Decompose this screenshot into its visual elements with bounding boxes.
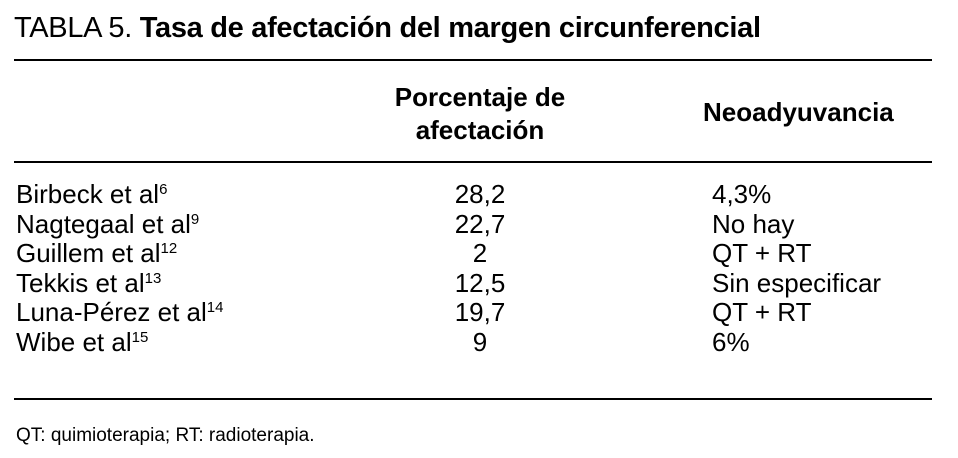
study-cell: Tekkis et al13: [16, 267, 162, 298]
percent-cell: 2: [472, 238, 488, 268]
study-name: Birbeck et al: [16, 179, 160, 209]
reference: 9: [190, 210, 200, 228]
column-header: Porcentaje de afectación: [394, 82, 566, 145]
top-rule: [14, 59, 932, 61]
neoadjuvant-cell: QT + RT: [712, 297, 812, 327]
study-name: Luna-Pérez et al: [16, 297, 207, 327]
reference: 15: [131, 328, 149, 346]
column-header: Neoadyuvancia: [703, 97, 894, 127]
header-rule: [14, 161, 932, 163]
footnote: QT: quimioterapia; RT: radioterapia.: [16, 425, 315, 446]
study-name: Tekkis et al: [16, 267, 145, 298]
study-cell: Luna-Pérez et al14: [16, 298, 223, 327]
table-title-text: Tasa de afectación del margen circunfere…: [139, 12, 761, 44]
study-cell: Guillem et al12: [16, 239, 177, 268]
percent-cell: 19,7: [454, 297, 506, 327]
reference: 14: [206, 299, 224, 316]
percent-cell: 12,5: [454, 267, 506, 298]
table-title: TABLA 5. Tasa de afectación del margen c…: [14, 12, 761, 45]
reference: 12: [160, 240, 178, 257]
neoadjuvant-cell: 6%: [712, 326, 750, 357]
percent-cell: 28,2: [454, 179, 506, 209]
percent-cell: 22,7: [454, 208, 506, 239]
percent-cell: 9: [472, 326, 488, 357]
neoadjuvant-cell: No hay: [712, 208, 795, 239]
study-name: Nagtegaal et al: [16, 208, 191, 239]
study-name: Wibe et al: [16, 326, 132, 357]
reference: 6: [159, 181, 168, 198]
reference: 13: [144, 269, 162, 287]
study-name: Guillem et al: [16, 238, 161, 268]
bottom-rule: [14, 398, 932, 400]
study-cell: Wibe et al15: [16, 326, 149, 357]
study-cell: Birbeck et al6: [16, 180, 167, 209]
neoadjuvant-cell: Sin especificar: [712, 267, 882, 298]
table-label: TABLA 5.: [14, 12, 132, 44]
study-cell: Nagtegaal et al9: [16, 208, 200, 239]
neoadjuvant-cell: QT + RT: [712, 238, 812, 268]
neoadjuvant-cell: 4,3%: [712, 179, 772, 209]
